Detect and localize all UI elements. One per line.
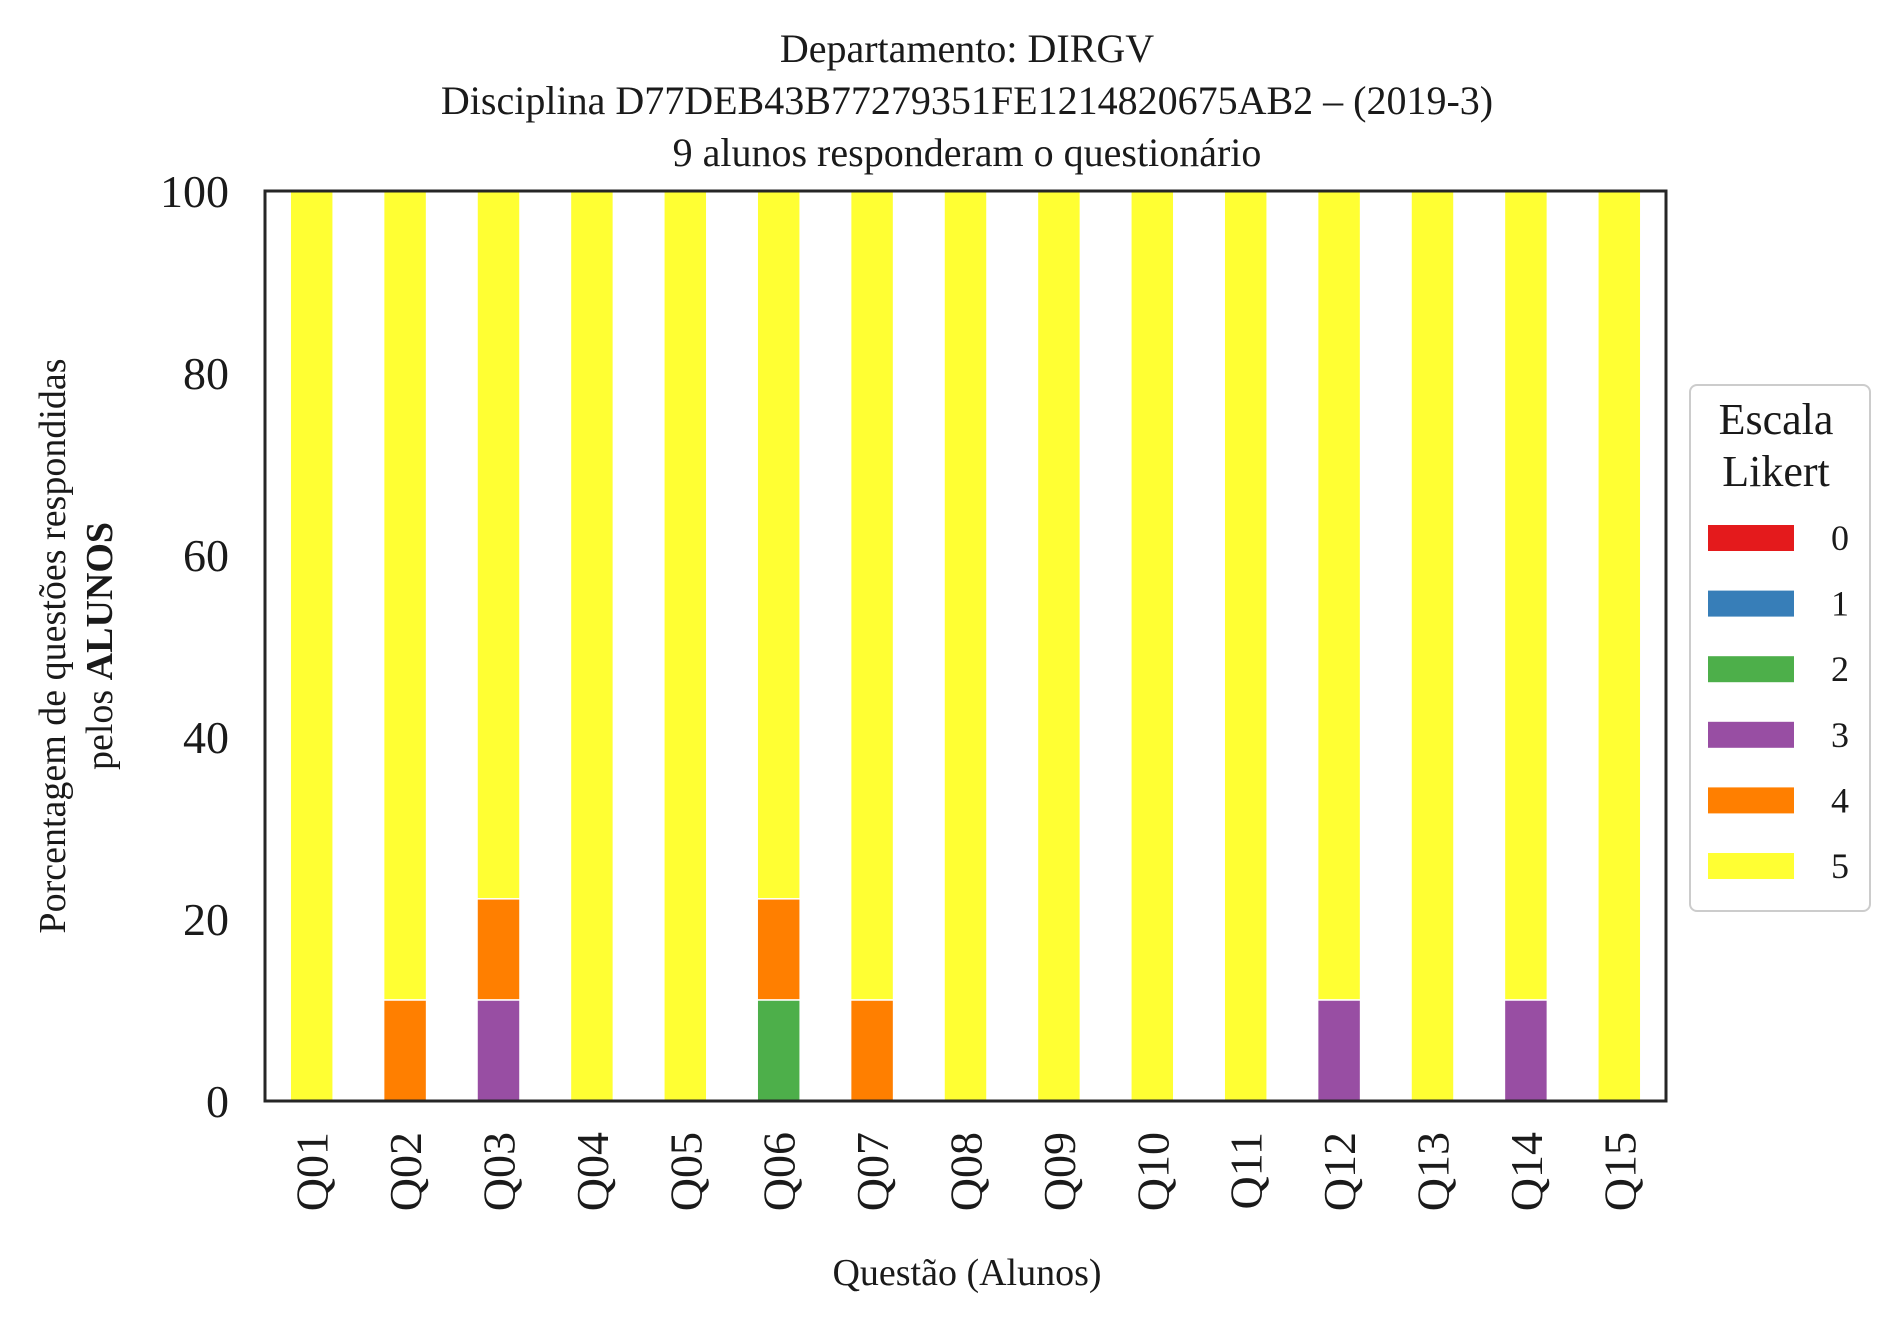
title-line-2: Disciplina D77DEB43B77279351FE1214820675… (441, 78, 1493, 123)
bar-segment-q03-likert-3 (476, 999, 521, 1102)
x-tick-label-q04: Q04 (567, 1132, 618, 1211)
legend-label-3: 3 (1831, 715, 1849, 755)
legend-label-1: 1 (1831, 584, 1849, 624)
x-tick-label-q10: Q10 (1127, 1132, 1178, 1211)
title-line-1: Departamento: DIRGV (780, 26, 1154, 71)
legend-label-5: 5 (1831, 846, 1849, 886)
legend-label-2: 2 (1831, 649, 1849, 689)
x-tick-label-q11: Q11 (1221, 1132, 1272, 1210)
bar-segment-q03-likert-4 (476, 898, 521, 1001)
x-tick-label-q01: Q01 (287, 1132, 338, 1211)
x-axis-ticks: Q01 Q02 Q03 Q04 Q05 Q06 Q07 Q08 Q09 Q10 Q11 Q12 Q13 Q… (287, 1132, 1646, 1211)
x-tick-label-q05: Q05 (660, 1132, 711, 1211)
bar-segment-q12-likert-3 (1316, 999, 1362, 1102)
plot-frame (263, 189, 1668, 1103)
bar-segment-q10-likert-5 (1130, 190, 1175, 1102)
x-tick-label-q09: Q09 (1034, 1132, 1085, 1211)
legend-swatch-5 (1708, 853, 1794, 879)
y-tick-label-60: 60 (183, 530, 229, 581)
legend: Escala Likert 0 1 2 3 4 5 (1689, 384, 1871, 912)
x-tick-label-q03: Q03 (474, 1132, 525, 1211)
y-tick-label-100: 100 (160, 166, 229, 217)
y-axis-ticks: 0 20 40 60 80 100 (160, 166, 229, 1127)
x-tick-label-q08: Q08 (941, 1132, 992, 1211)
legend-box (1689, 384, 1871, 912)
y-tick-label-20: 20 (183, 894, 229, 945)
y-axis-label-line-1: Porcentagem de questões respondidas (32, 358, 74, 933)
legend-swatch-1 (1708, 590, 1794, 617)
bar-segment-q11-likert-5 (1223, 190, 1268, 1102)
chart-title: Departamento: DIRGV Disciplina D77DEB43B… (441, 26, 1493, 175)
x-tick-label-q13: Q13 (1408, 1132, 1459, 1211)
bar-segment-q09-likert-5 (1036, 190, 1082, 1102)
bar-segment-q15-likert-5 (1597, 190, 1642, 1102)
legend-items: 0 1 2 3 4 5 (1708, 518, 1849, 886)
bar-segment-q06-likert-5 (756, 190, 801, 900)
bar-segment-q06-likert-2 (756, 999, 801, 1102)
bar-segment-q02-likert-4 (382, 999, 428, 1102)
x-tick-label-q02: Q02 (380, 1132, 431, 1211)
x-axis-label: Questão (Alunos) (832, 1252, 1101, 1294)
x-tick-label-q06: Q06 (754, 1132, 805, 1211)
y-axis-label: Porcentagem de questões respondidas pelo… (32, 358, 121, 933)
legend-swatch-2 (1708, 656, 1794, 683)
legend-title-line-2: Likert (1722, 447, 1830, 496)
x-tick-label-q14: Q14 (1501, 1132, 1552, 1211)
bar-segment-q13-likert-5 (1410, 190, 1455, 1102)
x-tick-label-q12: Q12 (1314, 1132, 1365, 1211)
bar-segment-q01-likert-5 (289, 190, 334, 1102)
legend-label-4: 4 (1831, 780, 1849, 820)
title-line-3: 9 alunos responderam o questionário (673, 130, 1262, 175)
bar-segment-q07-likert-5 (849, 190, 895, 1001)
bars-layer (289, 190, 1642, 1102)
bar-segment-q02-likert-5 (382, 190, 428, 1001)
legend-swatch-0 (1708, 525, 1794, 551)
legend-swatch-3 (1708, 721, 1794, 748)
bar-segment-q08-likert-5 (943, 190, 988, 1102)
y-tick-label-40: 40 (183, 712, 229, 763)
y-tick-label-0: 0 (206, 1076, 229, 1127)
x-tick-label-q07: Q07 (847, 1132, 898, 1211)
legend-title-line-1: Escala (1719, 395, 1834, 444)
bar-segment-q12-likert-5 (1316, 190, 1362, 1001)
bar-segment-q07-likert-4 (849, 999, 895, 1102)
bar-segment-q03-likert-5 (476, 190, 521, 900)
bar-segment-q14-likert-3 (1503, 999, 1549, 1102)
bar-segment-q05-likert-5 (663, 190, 708, 1102)
bar-segment-q14-likert-5 (1503, 190, 1549, 1001)
legend-swatch-4 (1708, 787, 1794, 814)
bar-segment-q06-likert-4 (756, 898, 801, 1001)
y-axis-label-bold: ALUNOS (79, 522, 121, 680)
legend-label-0: 0 (1831, 518, 1849, 558)
y-tick-label-80: 80 (183, 348, 229, 399)
bar-segment-q04-likert-5 (569, 190, 615, 1102)
y-axis-label-prefix: pelos (79, 680, 121, 770)
x-tick-label-q15: Q15 (1594, 1132, 1645, 1211)
y-axis-label-line-2: pelos ALUNOS (79, 522, 121, 770)
